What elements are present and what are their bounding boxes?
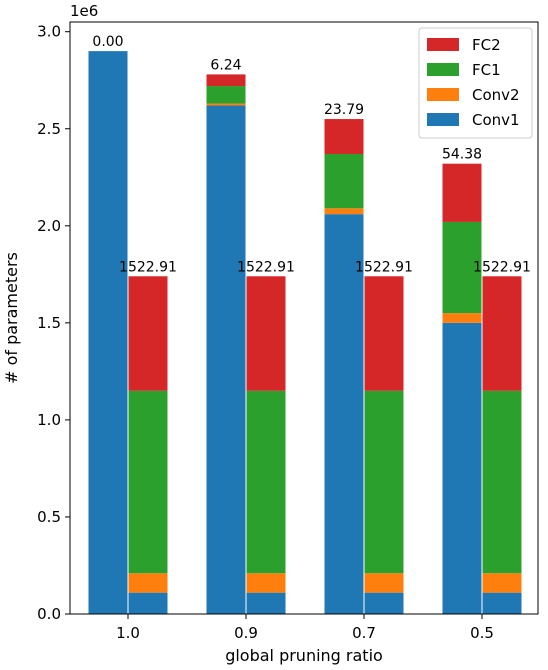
- legend-swatch-conv2: [427, 88, 459, 101]
- bars-layer: [88, 51, 522, 615]
- bar-right-0.9-conv1: [246, 592, 286, 614]
- y-axis-label: # of parameters: [2, 252, 21, 384]
- bar-right-1.0-fc1: [128, 390, 168, 574]
- x-tick-label-0.9: 0.9: [234, 624, 258, 642]
- legend-swatch-conv1: [427, 113, 459, 126]
- bar-right-0.7-conv1: [364, 592, 404, 614]
- data-label-right-0.5: 1522.91: [473, 259, 531, 275]
- x-axis-label: global pruning ratio: [225, 646, 383, 665]
- bar-right-0.7-conv2: [364, 573, 404, 593]
- x-axis: 1.0 0.9 0.7 0.5: [116, 614, 494, 642]
- data-label-left-0.9: 6.24: [210, 57, 241, 73]
- x-tick-label-1.0: 1.0: [116, 624, 140, 642]
- legend: FC2 FC1 Conv2 Conv1: [418, 27, 533, 139]
- legend-label-fc2: FC2: [472, 36, 501, 54]
- bar-left-0.5-fc2: [442, 163, 482, 222]
- legend-swatch-fc1: [427, 63, 459, 76]
- y-tick-label: 2.0: [37, 217, 61, 235]
- bar-left-0.7-fc2: [324, 119, 364, 154]
- bar-right-0.7-fc1: [364, 390, 404, 574]
- y-scale-label: 1e6: [70, 2, 98, 20]
- y-tick-label: 1.5: [37, 314, 61, 332]
- legend-label-conv2: Conv2: [472, 86, 520, 104]
- data-label-right-0.9: 1522.91: [237, 259, 295, 275]
- bar-right-0.5-conv2: [482, 573, 522, 593]
- legend-box: [418, 27, 533, 139]
- bar-left-0.9-conv2: [206, 103, 246, 106]
- bar-right-0.7-fc2: [364, 276, 404, 391]
- bar-right-0.9-fc1: [246, 390, 286, 574]
- x-tick-label-0.7: 0.7: [352, 624, 376, 642]
- bar-right-0.9-conv2: [246, 573, 286, 593]
- plot-frame: [69, 21, 539, 615]
- data-label-right-0.7: 1522.91: [355, 259, 413, 275]
- bar-right-0.9-fc2: [246, 276, 286, 391]
- data-label-left-0.5: 54.38: [442, 147, 482, 163]
- data-label-left-1.0: 0.00: [92, 34, 123, 50]
- bar-left-0.7-conv2: [324, 208, 364, 215]
- bar-left-0.7-fc1: [324, 153, 364, 209]
- bar-right-0.5-conv1: [482, 592, 522, 614]
- bar-left-0.9-fc1: [206, 86, 246, 104]
- bar-right-1.0-conv1: [128, 592, 168, 614]
- bar-left-0.7-conv1: [324, 214, 364, 614]
- legend-label-conv1: Conv1: [472, 111, 520, 129]
- bar-left-0.9-fc2: [206, 74, 246, 87]
- bar-right-0.5-fc1: [482, 390, 522, 574]
- bar-right-0.5-fc2: [482, 276, 522, 391]
- y-tick-label: 1.0: [37, 411, 61, 429]
- y-axis: 0.0 0.5 1.0 1.5 2.0 2.5 3.0: [37, 23, 70, 623]
- y-tick-label: 3.0: [37, 23, 61, 41]
- bar-right-1.0-conv2: [128, 573, 168, 593]
- y-tick-label: 0.0: [37, 605, 61, 623]
- data-label-left-0.7: 23.79: [324, 102, 364, 118]
- y-tick-label: 0.5: [37, 508, 61, 526]
- bar-left-0.5-conv2: [442, 313, 482, 323]
- data-labels-layer: 0.00 6.24 23.79 54.38 1522.91 1522.91 1522.91 1…: [92, 34, 531, 275]
- legend-swatch-fc2: [427, 38, 459, 51]
- bar-left-1.0-conv1: [88, 51, 128, 615]
- bar-left-0.9-conv1: [206, 105, 246, 615]
- x-tick-label-0.5: 0.5: [470, 624, 494, 642]
- data-label-right-1.0: 1522.91: [119, 259, 177, 275]
- bar-left-0.5-fc1: [442, 221, 482, 314]
- y-tick-label: 2.5: [37, 120, 61, 138]
- legend-label-fc1: FC1: [472, 61, 501, 79]
- bar-right-1.0-fc2: [128, 276, 168, 391]
- bar-left-0.5-conv1: [442, 322, 482, 614]
